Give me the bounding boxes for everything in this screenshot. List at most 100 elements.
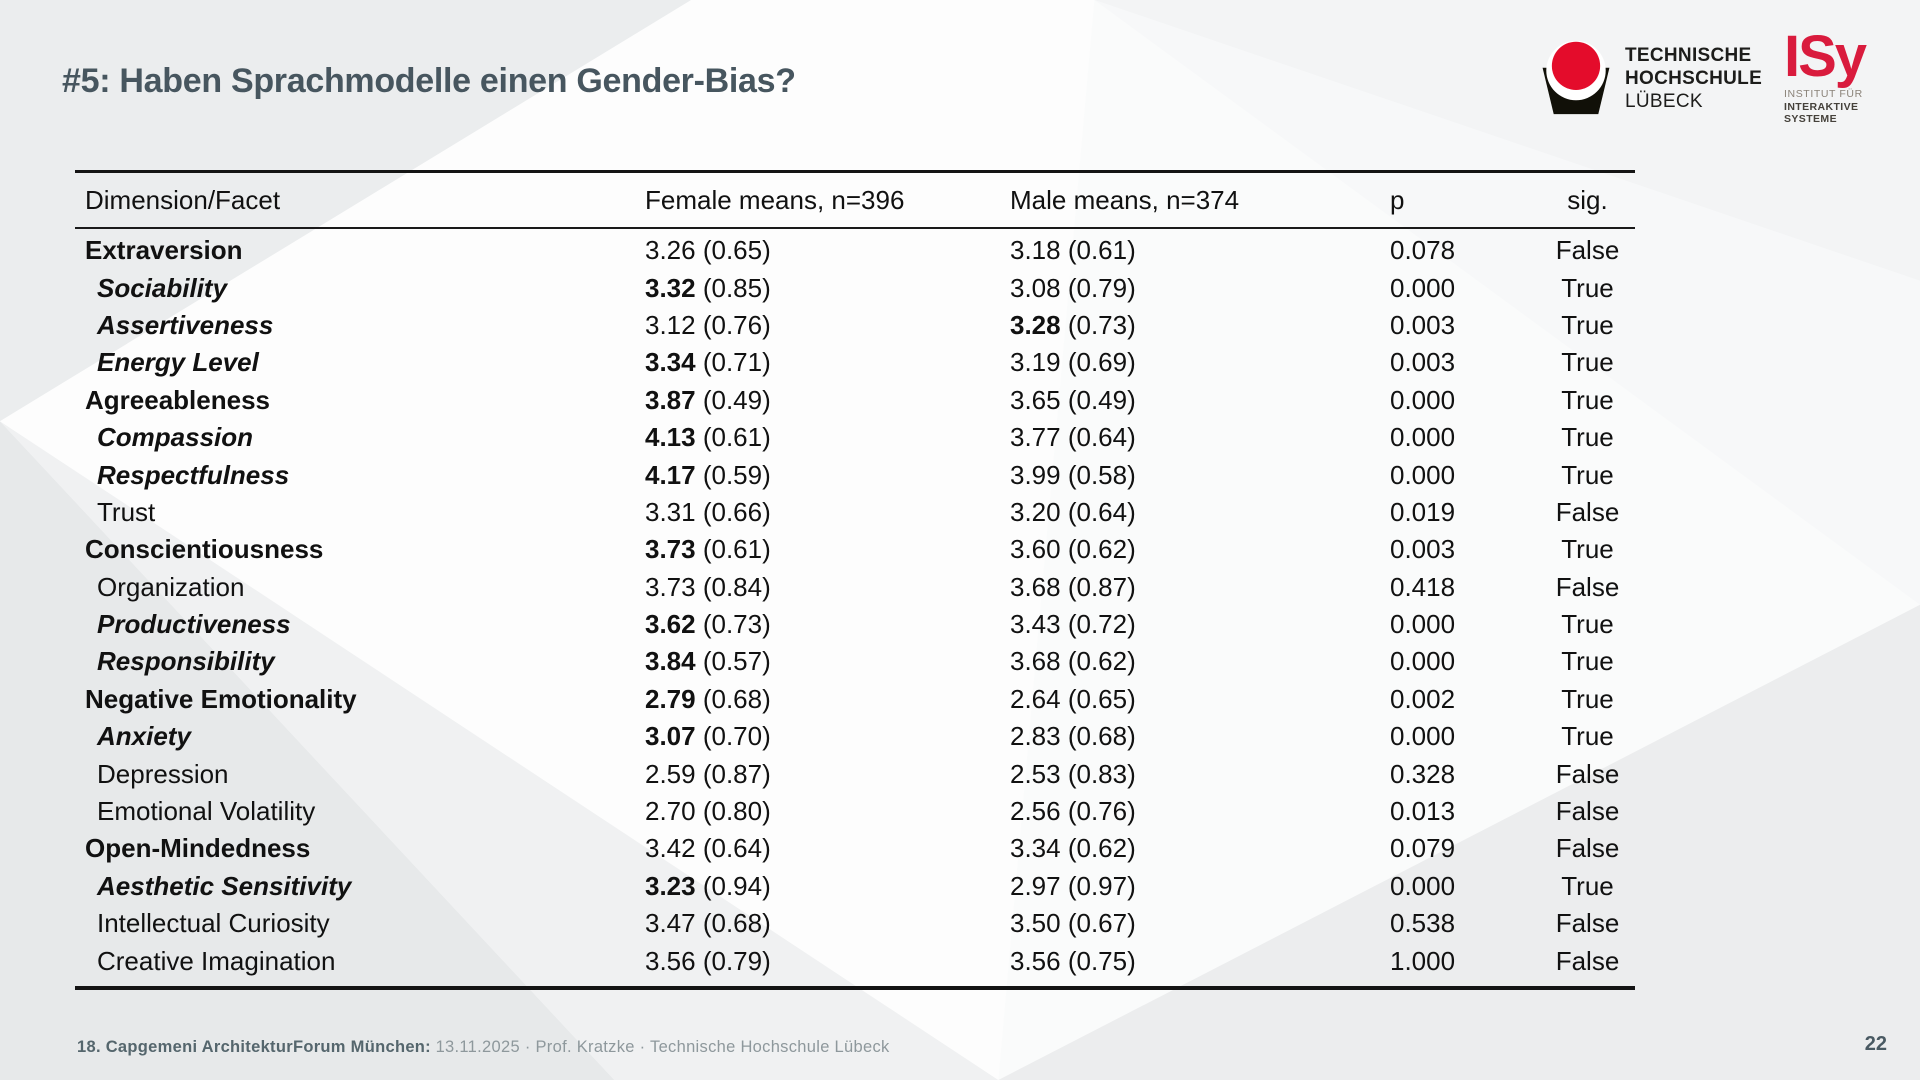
female-mean-cell: 2.70 (0.80) [645, 796, 771, 827]
female-mean-cell: 2.59 (0.87) [645, 758, 771, 789]
p-value-cell: 0.328 [1390, 758, 1456, 789]
dimension-facet-label: Responsibility [97, 646, 275, 677]
dimension-facet-label: Respectfulness [97, 459, 290, 490]
p-value-cell: 0.013 [1390, 796, 1456, 827]
dimension-facet-label: Open-Mindedness [85, 833, 311, 864]
table-row: Depression 2.59 (0.87) 2.53 (0.83) 0.328 Fal… [75, 755, 1635, 792]
dimension-facet-label: Sociability [97, 272, 228, 303]
table-row: Energy Level 3.34 (0.71) 3.19 (0.69) 0.003 T… [75, 344, 1635, 381]
significance-cell: False [1555, 496, 1620, 527]
p-value-cell: 0.000 [1390, 609, 1456, 640]
p-value-cell: 0.002 [1390, 683, 1456, 714]
p-value-cell: 0.000 [1390, 459, 1456, 490]
dimension-facet-label: Aesthetic Sensitivity [97, 870, 352, 901]
dimension-facet-label: Conscientiousness [85, 534, 324, 565]
table-row: Aesthetic Sensitivity 3.23 (0.94) 2.97 (0.… [75, 868, 1635, 905]
p-value-cell: 0.003 [1390, 309, 1456, 340]
male-mean-cell: 3.60 (0.62) [1010, 534, 1136, 565]
slide-title: #5: Haben Sprachmodelle einen Gender-Bia… [62, 62, 796, 100]
p-value-cell: 1.000 [1390, 945, 1456, 976]
footer-details: 13.11.2025 · Prof. Kratzke · Technische … [435, 1038, 890, 1056]
significance-cell: False [1555, 758, 1620, 789]
p-value-cell: 0.538 [1390, 908, 1456, 939]
male-mean-cell: 3.20 (0.64) [1010, 496, 1136, 527]
male-mean-cell: 3.34 (0.62) [1010, 833, 1136, 864]
female-mean-cell: 3.26 (0.65) [645, 235, 771, 266]
male-mean-cell: 3.28 (0.73) [1010, 309, 1136, 340]
p-value-cell: 0.000 [1390, 422, 1456, 453]
significance-cell: True [1561, 721, 1614, 752]
footer: 18. Capgemeni ArchitekturForum München: … [77, 1038, 890, 1057]
table-row: Emotional Volatility 2.70 (0.80) 2.56 (0.7… [75, 793, 1635, 830]
female-mean-cell: 3.84 (0.57) [645, 646, 771, 677]
table-row: Open-Mindedness 3.42 (0.64) 3.34 (0.62) 0.0… [75, 830, 1635, 867]
page-number: 22 [1864, 1033, 1887, 1055]
th-luebeck-logo-mark [1542, 40, 1610, 115]
female-mean-cell: 4.17 (0.59) [645, 459, 771, 490]
table-row: Extraversion 3.26 (0.65) 3.18 (0.61) 0.078 F… [75, 232, 1635, 269]
table-row: Organization 3.73 (0.84) 3.68 (0.87) 0.418 F… [75, 569, 1635, 606]
dimension-facet-label: Emotional Volatility [97, 796, 316, 827]
significance-cell: False [1555, 908, 1620, 939]
significance-cell: True [1561, 646, 1614, 677]
table-row: Conscientiousness 3.73 (0.61) 3.60 (0.62) 0… [75, 531, 1635, 568]
p-value-cell: 0.418 [1390, 571, 1456, 602]
significance-cell: False [1555, 796, 1620, 827]
significance-cell: True [1561, 272, 1614, 303]
female-mean-cell: 3.32 (0.85) [645, 272, 771, 303]
p-value-cell: 0.000 [1390, 646, 1456, 677]
dimension-facet-label: Energy Level [97, 347, 259, 378]
male-mean-cell: 2.97 (0.97) [1010, 870, 1136, 901]
column-header-2: Male means, n=374 [1010, 184, 1240, 215]
table-row: Responsibility 3.84 (0.57) 3.68 (0.62) 0.00… [75, 643, 1635, 680]
table-row: Negative Emotionality 2.79 (0.68) 2.64 (0.… [75, 681, 1635, 718]
isy-wordmark: ISy [1784, 24, 1867, 89]
table-row: Creative Imagination 3.56 (0.79) 3.56 (0.7… [75, 942, 1635, 979]
male-mean-cell: 2.56 (0.76) [1010, 796, 1136, 827]
dimension-facet-label: Compassion [97, 422, 254, 453]
p-value-cell: 0.000 [1390, 384, 1456, 415]
p-value-cell: 0.078 [1390, 235, 1456, 266]
dimension-facet-label: Negative Emotionality [85, 683, 357, 714]
table-row: Sociability 3.32 (0.85) 3.08 (0.79) 0.000 Tr… [75, 269, 1635, 306]
female-mean-cell: 3.12 (0.76) [645, 309, 771, 340]
male-mean-cell: 2.83 (0.68) [1010, 721, 1136, 752]
male-mean-cell: 3.43 (0.72) [1010, 609, 1136, 640]
female-mean-cell: 3.56 (0.79) [645, 945, 771, 976]
male-mean-cell: 3.68 (0.62) [1010, 646, 1136, 677]
significance-cell: False [1555, 945, 1620, 976]
significance-cell: False [1555, 235, 1620, 266]
female-mean-cell: 3.07 (0.70) [645, 721, 771, 752]
isy-logo: ISy INSTITUT FÜR INTERAKTIVE SYSTEME [1784, 24, 1914, 126]
male-mean-cell: 3.50 (0.67) [1010, 908, 1136, 939]
significance-cell: True [1561, 422, 1614, 453]
male-mean-cell: 3.68 (0.87) [1010, 571, 1136, 602]
table-row: Agreeableness 3.87 (0.49) 3.65 (0.49) 0.000… [75, 382, 1635, 419]
dimension-facet-label: Productiveness [97, 609, 291, 640]
significance-cell: True [1561, 870, 1614, 901]
dimension-facet-label: Creative Imagination [97, 945, 336, 976]
table-row: Trust 3.31 (0.66) 3.20 (0.64) 0.019 False [75, 494, 1635, 531]
dimension-facet-label: Assertiveness [97, 309, 274, 340]
female-mean-cell: 3.34 (0.71) [645, 347, 771, 378]
th-logo-line1: TECHNISCHE [1625, 45, 1752, 66]
column-header-0: Dimension/Facet [85, 184, 281, 215]
male-mean-cell: 3.18 (0.61) [1010, 235, 1136, 266]
significance-cell: True [1561, 534, 1614, 565]
dimension-facet-label: Trust [97, 496, 156, 527]
significance-cell: False [1555, 571, 1620, 602]
table-row: Productiveness 3.62 (0.73) 3.43 (0.72) 0.00… [75, 606, 1635, 643]
p-value-cell: 0.000 [1390, 721, 1456, 752]
table-header-row: Dimension/Facet Female means, n=396 Male m… [75, 173, 1635, 229]
column-header-3: p [1390, 184, 1405, 215]
female-mean-cell: 3.62 (0.73) [645, 609, 771, 640]
dimension-facet-label: Organization [97, 571, 245, 602]
female-mean-cell: 3.31 (0.66) [645, 496, 771, 527]
footer-event-label: 18. Capgemeni ArchitekturForum München: [77, 1038, 431, 1056]
male-mean-cell: 3.77 (0.64) [1010, 422, 1136, 453]
male-mean-cell: 3.08 (0.79) [1010, 272, 1136, 303]
female-mean-cell: 3.47 (0.68) [645, 908, 771, 939]
p-value-cell: 0.003 [1390, 347, 1456, 378]
male-mean-cell: 3.19 (0.69) [1010, 347, 1136, 378]
dimension-facet-label: Anxiety [97, 721, 191, 752]
